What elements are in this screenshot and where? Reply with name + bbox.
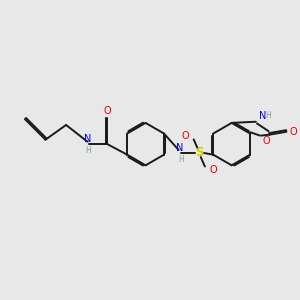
Text: O: O bbox=[209, 165, 217, 175]
Text: O: O bbox=[103, 106, 111, 116]
Text: N: N bbox=[84, 134, 91, 144]
Text: H: H bbox=[178, 155, 184, 164]
Text: N: N bbox=[259, 111, 266, 121]
Text: H: H bbox=[85, 146, 91, 155]
Text: O: O bbox=[289, 127, 297, 137]
Text: S: S bbox=[195, 146, 203, 159]
Text: H: H bbox=[266, 111, 271, 120]
Text: O: O bbox=[262, 136, 270, 146]
Text: O: O bbox=[182, 131, 189, 141]
Text: N: N bbox=[176, 142, 184, 153]
